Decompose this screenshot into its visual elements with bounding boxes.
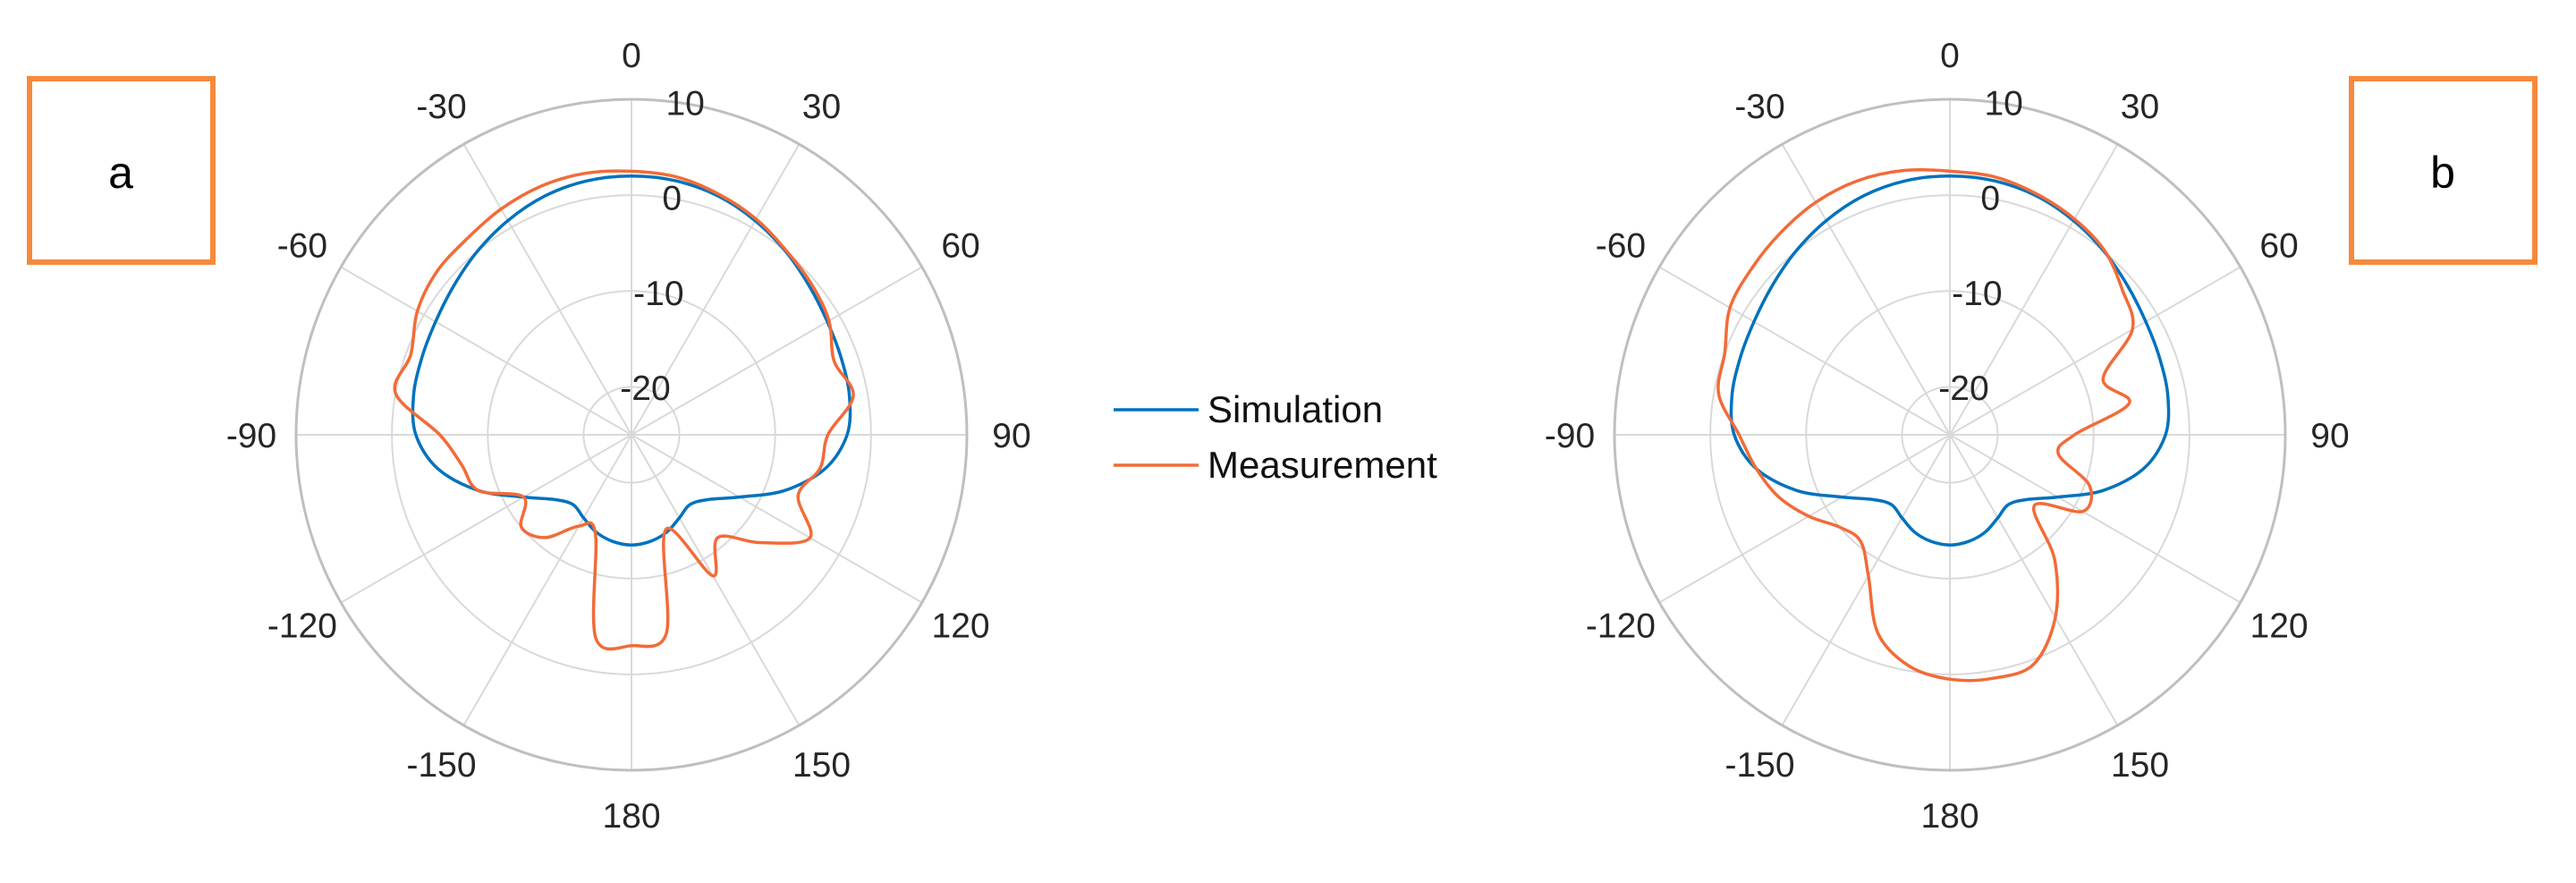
- r-tick-label: -10: [633, 275, 683, 313]
- theta-tick-label: -60: [1596, 227, 1646, 266]
- r-tick-label: 0: [662, 180, 682, 218]
- legend: Simulation Measurement: [1114, 388, 1437, 486]
- legend-label-measurement: Measurement: [1208, 444, 1437, 486]
- outer-ring: [1613, 98, 2287, 772]
- r-tick-label: 0: [1980, 180, 2000, 218]
- grid-ring: [582, 386, 681, 484]
- theta-tick-label: -150: [1724, 746, 1794, 785]
- series-line-simulation: [1729, 174, 2171, 547]
- grid-ring: [487, 290, 776, 580]
- grid-spoke: [1949, 266, 2241, 436]
- grid-spoke: [1781, 143, 1951, 436]
- grid-spoke: [1949, 434, 2241, 604]
- theta-tick-label: 60: [941, 227, 979, 266]
- grid-spoke: [1658, 266, 1951, 436]
- theta-tick-label: 0: [1940, 37, 1960, 75]
- grid-spoke: [631, 434, 923, 604]
- theta-tick-label: 60: [2259, 227, 2298, 266]
- theta-tick-label: -150: [406, 746, 476, 785]
- grid-spoke: [462, 434, 632, 726]
- grid-spoke: [340, 434, 632, 604]
- theta-tick-label: -90: [1545, 417, 1595, 455]
- grid-spoke: [1949, 143, 2119, 436]
- grid-spoke: [1949, 434, 2119, 726]
- theta-tick-label: 150: [2111, 746, 2169, 785]
- grid-spoke: [462, 143, 632, 436]
- legend-label-simulation: Simulation: [1208, 388, 1383, 430]
- theta-tick-label: -120: [1586, 607, 1656, 646]
- theta-tick-label: 90: [2310, 417, 2349, 455]
- series-line-measurement: [1716, 167, 2135, 683]
- grid-spoke: [1658, 434, 1951, 604]
- theta-tick-label: 150: [792, 746, 851, 785]
- grid-ring: [1805, 290, 2095, 580]
- theta-tick-label: 180: [602, 797, 660, 836]
- theta-tick-label: 0: [622, 37, 641, 75]
- r-tick-label: -20: [620, 369, 670, 408]
- grid-ring: [1901, 386, 1999, 484]
- theta-tick-label: -30: [416, 88, 466, 126]
- series-line-measurement: [393, 169, 855, 651]
- polar-chart-a: 0 30 60 90 120 150 180 -150 -120 -90 -60 -30 -20 -10 0…: [226, 37, 1031, 836]
- grid-spoke: [631, 143, 801, 436]
- panel-b-label: b: [2430, 148, 2455, 198]
- series-line-simulation: [411, 174, 852, 547]
- grid-spoke: [340, 266, 632, 436]
- grid-ring: [1709, 194, 2190, 675]
- theta-tick-label: 120: [2250, 607, 2309, 646]
- theta-tick-label: 90: [992, 417, 1030, 455]
- r-tick-label: -10: [1952, 275, 2002, 313]
- panel-a-label-box: a: [27, 76, 216, 265]
- grid-spoke: [1781, 434, 1951, 726]
- panel-a-label: a: [108, 148, 133, 198]
- r-tick-label: 10: [1984, 85, 2022, 123]
- theta-tick-label: -120: [267, 607, 337, 646]
- theta-tick-label: 120: [932, 607, 990, 646]
- grid-spoke: [631, 266, 923, 436]
- theta-tick-label: -30: [1734, 88, 1784, 126]
- r-tick-label: -20: [1938, 369, 1988, 408]
- theta-tick-label: -60: [277, 227, 327, 266]
- grid-spoke: [631, 434, 801, 726]
- polar-chart-b: 0 30 60 90 120 150 180 -150 -120 -90 -60 -30 -20 -10 0…: [1545, 37, 2350, 836]
- r-tick-label: 10: [665, 85, 704, 123]
- outer-ring: [294, 98, 969, 772]
- panel-b-label-box: b: [2349, 76, 2538, 265]
- grid-ring: [391, 194, 872, 675]
- theta-tick-label: 30: [2121, 88, 2159, 126]
- theta-tick-label: -90: [226, 417, 276, 455]
- theta-tick-label: 180: [1920, 797, 1979, 836]
- theta-tick-label: 30: [802, 88, 841, 126]
